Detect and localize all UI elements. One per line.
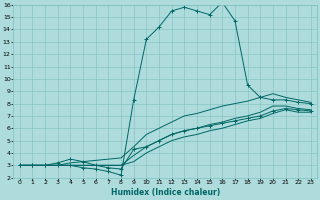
X-axis label: Humidex (Indice chaleur): Humidex (Indice chaleur) xyxy=(111,188,220,197)
